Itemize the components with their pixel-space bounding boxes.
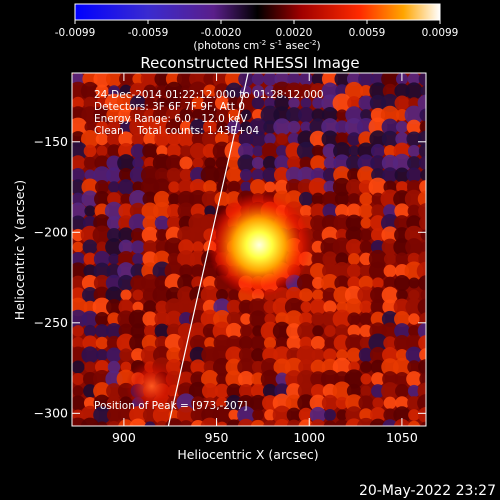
annotation-time: 24-Dec-2014 01:22:12.000 to 01:28:12.000 [94,89,324,101]
colorbar-units: (photons cm-2 s-1 asec-2) [193,39,320,52]
x-tick-label: 1000 [293,430,325,445]
y-tick-label: −150 [34,134,68,149]
secondary-source [125,360,178,413]
colorbar-tick-label: 0.0020 [276,27,313,39]
plot-frame [71,72,427,427]
colorbar-tick-label: -0.0099 [55,27,96,39]
colorbar-ticks: -0.0099 -0.0059 -0.0020 0.0020 0.0059 0.0099 [55,20,459,39]
annotation-clean: Clean Total counts: 1.43E+04 [94,125,259,137]
annotation-energy: Energy Range: 6.0 - 12.0 keV [94,113,248,125]
peak-source [207,192,312,297]
x-tick-label: 900 [112,430,136,445]
x-tick-label: 1050 [386,430,418,445]
colorbar-tick-label: 0.0099 [422,27,459,39]
colorbar-tick-label: -0.0059 [128,27,169,39]
x-tick-label: 950 [205,430,229,445]
y-axis-label: Heliocentric Y (arcsec) [12,180,27,320]
timestamp: 20-May-2022 23:27 [359,483,496,499]
y-tick-label: −200 [34,224,68,239]
peak-position-label: Position of Peak = [973,-207] [94,400,248,412]
annotation-detectors: Detectors: 3F 6F 7F 9F, Att 0 [94,101,245,113]
annotations: 24-Dec-2014 01:22:12.000 to 01:28:12.000… [94,89,324,412]
heatmap-image [72,73,426,426]
colorbar-tick-label: 0.0059 [349,27,386,39]
axis-ticks: 900 950 1000 1050 −150 −200 −250 −300 [34,73,426,445]
solar-limb-line [167,73,249,426]
x-axis-label: Heliocentric X (arcsec) [177,447,318,462]
colorbar-tick-label: -0.0020 [201,27,242,39]
y-tick-label: −250 [34,315,68,330]
chart-title: Reconstructed RHESSI Image [140,54,359,72]
colorbar [74,3,441,21]
y-tick-label: −300 [34,405,68,420]
